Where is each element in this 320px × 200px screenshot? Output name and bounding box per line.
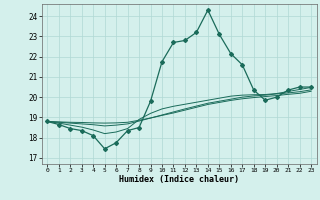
X-axis label: Humidex (Indice chaleur): Humidex (Indice chaleur) bbox=[119, 175, 239, 184]
